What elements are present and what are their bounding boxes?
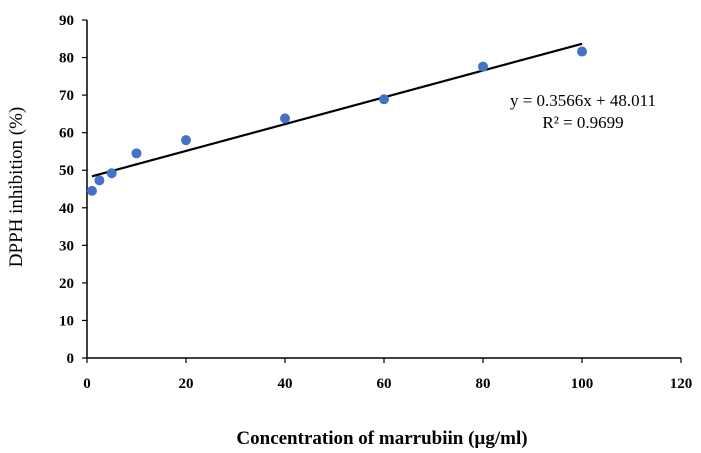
x-axis-ticks: 0 20 40 60 80 100 120 bbox=[83, 358, 692, 392]
data-point bbox=[280, 113, 290, 124]
y-tick-label: 70 bbox=[59, 88, 74, 104]
x-tick-label: 20 bbox=[179, 376, 194, 392]
y-tick-label: 20 bbox=[59, 276, 74, 292]
y-tick-label: 60 bbox=[59, 126, 74, 142]
data-point bbox=[577, 46, 587, 57]
x-tick-label: 100 bbox=[571, 376, 594, 392]
y-tick-label: 80 bbox=[59, 51, 74, 67]
data-point bbox=[181, 135, 191, 146]
x-tick-label: 0 bbox=[83, 376, 91, 392]
x-tick-label: 40 bbox=[278, 376, 293, 392]
trendline bbox=[91, 42, 583, 178]
y-tick-label: 10 bbox=[59, 313, 74, 329]
data-point bbox=[86, 185, 97, 196]
y-axis-title: DPPH inhibition (%) bbox=[6, 107, 27, 267]
data-points bbox=[86, 46, 587, 196]
x-tick-label: 60 bbox=[377, 376, 392, 392]
y-tick-label: 40 bbox=[59, 201, 74, 217]
y-tick-label: 30 bbox=[59, 238, 74, 254]
x-axis-title: Concentration of marrubiin (µg/ml) bbox=[236, 428, 527, 449]
data-point bbox=[379, 94, 389, 105]
y-tick-label: 90 bbox=[59, 13, 74, 29]
trendline-equation: y = 0.3566x + 48.011 bbox=[510, 91, 656, 110]
data-point bbox=[94, 175, 105, 186]
data-point bbox=[478, 61, 488, 72]
y-tick-label: 50 bbox=[59, 163, 74, 179]
y-axis-ticks: 0 10 20 30 40 50 60 70 80 90 bbox=[59, 13, 87, 367]
r-squared-label: R² = 0.9699 bbox=[542, 113, 623, 132]
x-tick-label: 80 bbox=[476, 376, 491, 392]
data-point bbox=[106, 168, 117, 179]
x-tick-label: 120 bbox=[670, 376, 693, 392]
data-point bbox=[131, 148, 142, 159]
y-tick-label: 0 bbox=[67, 351, 75, 367]
